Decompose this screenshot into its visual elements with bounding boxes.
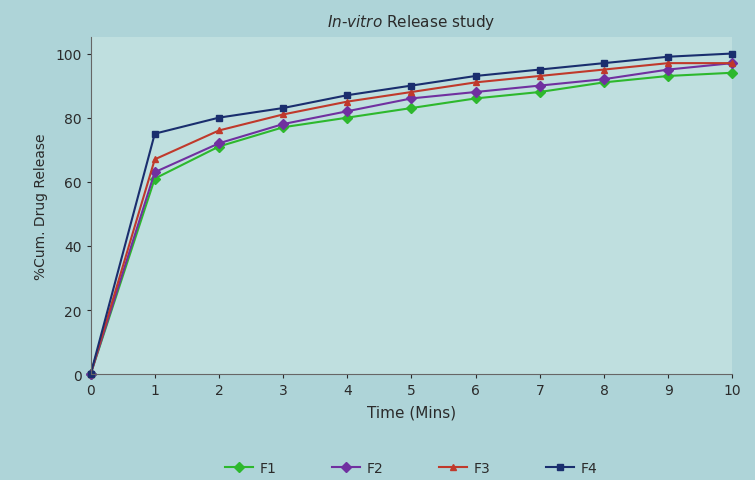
F2 — [728, 61, 737, 67]
F1 — [214, 144, 223, 150]
F3 — [86, 372, 95, 377]
F2 — [535, 84, 544, 89]
Legend: F1, F2, F3, F4: F1, F2, F3, F4 — [220, 455, 603, 480]
F3 — [471, 80, 480, 86]
F4 — [599, 61, 609, 67]
F1 — [150, 176, 159, 182]
F4 — [279, 106, 288, 112]
F2 — [214, 141, 223, 147]
F4 — [471, 74, 480, 80]
F4 — [728, 51, 737, 57]
F3 — [728, 61, 737, 67]
F3 — [343, 99, 352, 105]
F3 — [599, 68, 609, 73]
Line: F2: F2 — [87, 60, 736, 378]
F1 — [664, 74, 673, 80]
F1 — [728, 71, 737, 76]
Line: F1: F1 — [87, 70, 736, 378]
F2 — [407, 96, 416, 102]
F3 — [664, 61, 673, 67]
X-axis label: Time (Mins): Time (Mins) — [367, 404, 456, 419]
Line: F4: F4 — [87, 51, 736, 378]
F2 — [279, 122, 288, 128]
F4 — [150, 132, 159, 137]
F2 — [471, 90, 480, 96]
F4 — [407, 84, 416, 89]
F2 — [150, 170, 159, 176]
Y-axis label: %Cum. Drug Release: %Cum. Drug Release — [34, 133, 48, 279]
F4 — [535, 68, 544, 73]
F4 — [86, 372, 95, 377]
F3 — [535, 74, 544, 80]
F2 — [86, 372, 95, 377]
F3 — [150, 157, 159, 163]
F4 — [343, 93, 352, 99]
F1 — [279, 125, 288, 131]
F1 — [535, 90, 544, 96]
F2 — [343, 109, 352, 115]
Title: $\mathit{In}$-$\mathit{vitro}$ Release study: $\mathit{In}$-$\mathit{vitro}$ Release s… — [328, 13, 495, 32]
F1 — [407, 106, 416, 112]
F4 — [214, 116, 223, 121]
F2 — [664, 68, 673, 73]
F1 — [599, 80, 609, 86]
Line: F3: F3 — [87, 60, 736, 378]
F1 — [471, 96, 480, 102]
F4 — [664, 55, 673, 60]
F3 — [214, 128, 223, 134]
F3 — [407, 90, 416, 96]
F2 — [599, 77, 609, 83]
F3 — [279, 112, 288, 118]
F1 — [86, 372, 95, 377]
F1 — [343, 116, 352, 121]
